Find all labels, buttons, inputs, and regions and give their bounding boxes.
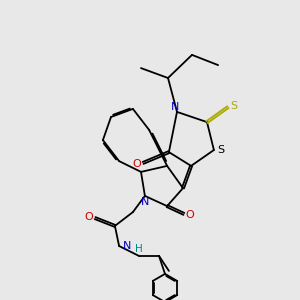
Text: N: N [123, 241, 131, 251]
Text: H: H [135, 244, 143, 254]
Text: N: N [171, 102, 180, 112]
Text: S: S [230, 100, 237, 111]
Text: N: N [141, 197, 149, 207]
Text: O: O [185, 210, 194, 220]
Text: S: S [217, 145, 224, 155]
Text: O: O [132, 159, 141, 170]
Text: O: O [84, 212, 93, 222]
